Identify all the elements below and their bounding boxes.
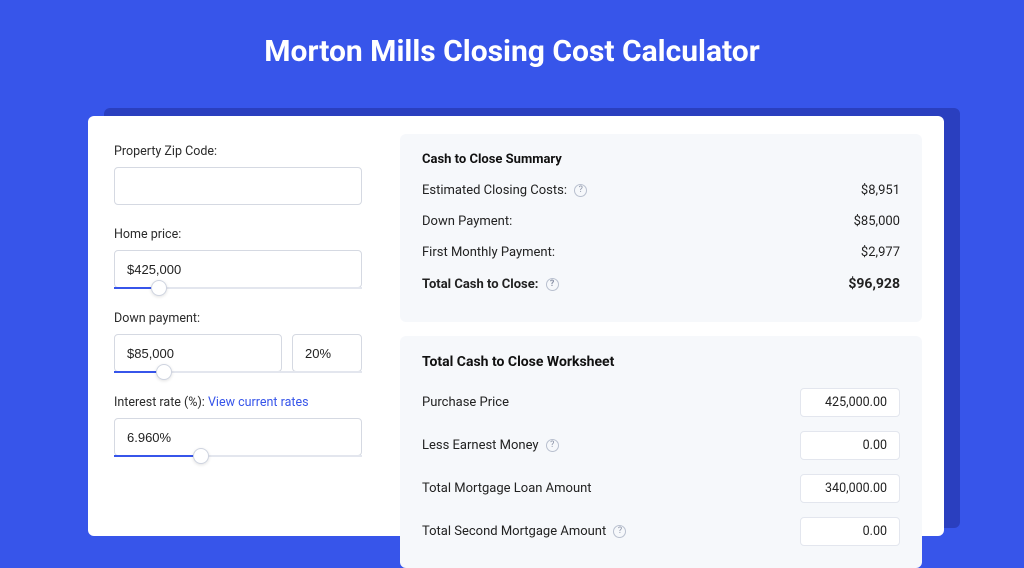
zip-field-group: Property Zip Code: (114, 144, 362, 205)
worksheet-value[interactable]: 340,000.00 (800, 474, 900, 503)
summary-row-closing-costs: Estimated Closing Costs: ? $8,951 (422, 183, 900, 198)
worksheet-row-second-mortgage: Total Second Mortgage Amount ? 0.00 (422, 517, 900, 546)
down-payment-input[interactable] (114, 334, 282, 372)
help-icon[interactable]: ? (546, 278, 559, 291)
results-column: Cash to Close Summary Estimated Closing … (388, 116, 944, 536)
summary-row-total: Total Cash to Close: ? $96,928 (422, 276, 900, 292)
summary-total-label: Total Cash to Close: ? (422, 277, 559, 292)
interest-rate-slider[interactable] (114, 455, 362, 457)
down-payment-slider-thumb[interactable] (156, 364, 172, 380)
help-icon[interactable]: ? (546, 439, 559, 452)
summary-label: Down Payment: (422, 214, 512, 229)
worksheet-label: Total Mortgage Loan Amount (422, 481, 592, 496)
calculator-card: Property Zip Code: Home price: Down paym… (88, 116, 944, 536)
zip-input[interactable] (114, 167, 362, 205)
summary-label: Estimated Closing Costs: ? (422, 183, 587, 198)
interest-rate-slider-thumb[interactable] (193, 448, 209, 464)
interest-rate-slider-fill (114, 455, 201, 457)
interest-rate-label: Interest rate (%): View current rates (114, 395, 362, 410)
down-payment-pct-input[interactable] (292, 334, 362, 372)
view-rates-link[interactable]: View current rates (208, 395, 309, 410)
home-price-label: Home price: (114, 227, 362, 242)
home-price-slider[interactable] (114, 287, 362, 289)
help-icon[interactable]: ? (613, 525, 626, 538)
worksheet-label-text: Less Earnest Money (422, 438, 539, 453)
input-column: Property Zip Code: Home price: Down paym… (88, 116, 388, 536)
summary-value: $8,951 (861, 183, 900, 198)
interest-rate-input[interactable] (114, 418, 362, 456)
worksheet-row-mortgage-amount: Total Mortgage Loan Amount 340,000.00 (422, 474, 900, 503)
worksheet-row-earnest-money: Less Earnest Money ? 0.00 (422, 431, 900, 460)
summary-box: Cash to Close Summary Estimated Closing … (400, 134, 922, 322)
help-icon[interactable]: ? (574, 184, 587, 197)
worksheet-label: Purchase Price (422, 395, 509, 410)
summary-value: $85,000 (854, 214, 900, 229)
summary-label-text: Estimated Closing Costs: (422, 183, 567, 198)
worksheet-value[interactable]: 0.00 (800, 431, 900, 460)
summary-row-down-payment: Down Payment: $85,000 (422, 214, 900, 229)
worksheet-row-purchase-price: Purchase Price 425,000.00 (422, 388, 900, 417)
summary-label: First Monthly Payment: (422, 245, 555, 260)
worksheet-value[interactable]: 0.00 (800, 517, 900, 546)
down-payment-label: Down payment: (114, 311, 362, 326)
worksheet-label-text: Total Second Mortgage Amount (422, 524, 606, 539)
interest-rate-field-group: Interest rate (%): View current rates (114, 395, 362, 457)
worksheet-value[interactable]: 425,000.00 (800, 388, 900, 417)
worksheet-label: Less Earnest Money ? (422, 438, 559, 453)
home-price-input[interactable] (114, 250, 362, 288)
summary-total-label-text: Total Cash to Close: (422, 277, 538, 292)
zip-label: Property Zip Code: (114, 144, 362, 159)
home-price-field-group: Home price: (114, 227, 362, 289)
home-price-slider-thumb[interactable] (151, 280, 167, 296)
worksheet-box: Total Cash to Close Worksheet Purchase P… (400, 336, 922, 568)
worksheet-label: Total Second Mortgage Amount ? (422, 524, 626, 539)
interest-rate-label-text: Interest rate (%): (114, 395, 205, 410)
down-payment-field-group: Down payment: (114, 311, 362, 373)
summary-value: $2,977 (861, 245, 900, 260)
down-payment-slider[interactable] (114, 371, 362, 373)
summary-total-value: $96,928 (848, 276, 900, 292)
summary-row-first-payment: First Monthly Payment: $2,977 (422, 245, 900, 260)
page-title: Morton Mills Closing Cost Calculator (0, 0, 1024, 97)
worksheet-title: Total Cash to Close Worksheet (422, 354, 900, 370)
summary-title: Cash to Close Summary (422, 152, 900, 167)
